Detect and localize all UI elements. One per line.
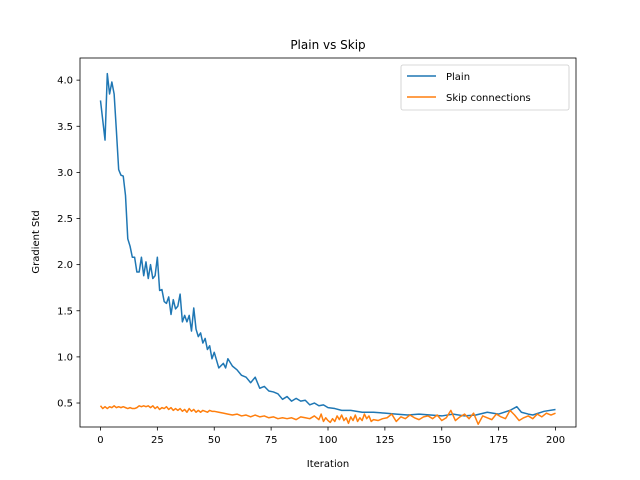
y-axis: 0.5 1.0 1.5 2.0 2.5 3.0 3.5 4.0 (57, 76, 80, 410)
legend-label-plain: Plain (446, 72, 470, 83)
y-tick-label: 1.5 (57, 306, 73, 317)
x-tick-label: 75 (265, 435, 278, 446)
x-tick-label: 125 (375, 435, 394, 446)
x-tick-label: 50 (208, 435, 221, 446)
x-tick-label: 100 (318, 435, 337, 446)
y-tick-label: 4.0 (57, 76, 73, 87)
x-tick-label: 200 (546, 435, 565, 446)
y-tick-label: 1.0 (57, 352, 73, 363)
chart-title: Plain vs Skip (290, 38, 365, 52)
x-tick-label: 175 (489, 435, 508, 446)
axes-frame (79, 57, 577, 428)
plot-lines (99, 72, 556, 425)
y-tick-label: 3.5 (57, 122, 73, 133)
y-tick-label: 2.0 (57, 260, 73, 271)
series-line-plain (99, 72, 556, 417)
x-axis: 0 25 50 75 100 125 150 175 200 (97, 427, 565, 446)
legend-label-skip: Skip connections (446, 93, 531, 104)
y-tick-label: 3.0 (57, 168, 73, 179)
x-axis-label: Iteration (307, 459, 349, 470)
x-tick-label: 25 (151, 435, 164, 446)
x-tick-label: 150 (432, 435, 451, 446)
y-tick-label: 0.5 (57, 399, 73, 410)
y-tick-label: 2.5 (57, 214, 73, 225)
y-axis-label: Gradient Std (31, 210, 42, 273)
series-line-skip-connections (99, 405, 556, 425)
legend-frame (400, 64, 570, 111)
legend: Plain Skip connections (400, 64, 570, 111)
x-tick-label: 0 (97, 435, 103, 446)
